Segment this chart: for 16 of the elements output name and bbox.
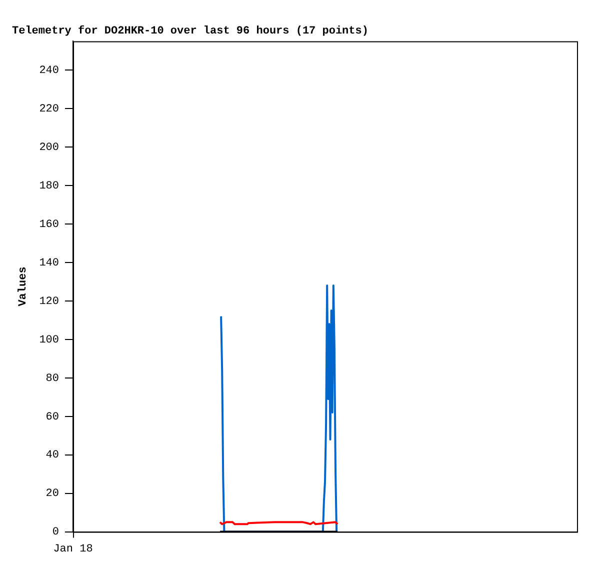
chart-title: Telemetry for DO2HKR-10 over last 96 hours (17 points) xyxy=(12,24,368,38)
y-tick-label: 60 xyxy=(46,411,60,424)
y-tick-label: 160 xyxy=(39,218,60,231)
x-tick-label: Jan 18 xyxy=(53,543,93,556)
y-tick-label: 120 xyxy=(39,296,60,308)
y-tick-label: 140 xyxy=(39,257,60,270)
y-tick-label: 0 xyxy=(52,526,60,539)
y-tick-label: 100 xyxy=(39,334,60,346)
y-tick-label: 40 xyxy=(46,450,60,462)
y-axis-title: Values xyxy=(17,266,30,306)
y-tick-label: 80 xyxy=(46,372,60,385)
y-tick-label: 20 xyxy=(46,488,60,500)
y-tick-label: 220 xyxy=(39,103,60,116)
y-tick-label: 200 xyxy=(39,142,60,154)
y-tick-label: 180 xyxy=(39,180,60,192)
y-tick-label: 240 xyxy=(39,64,60,77)
